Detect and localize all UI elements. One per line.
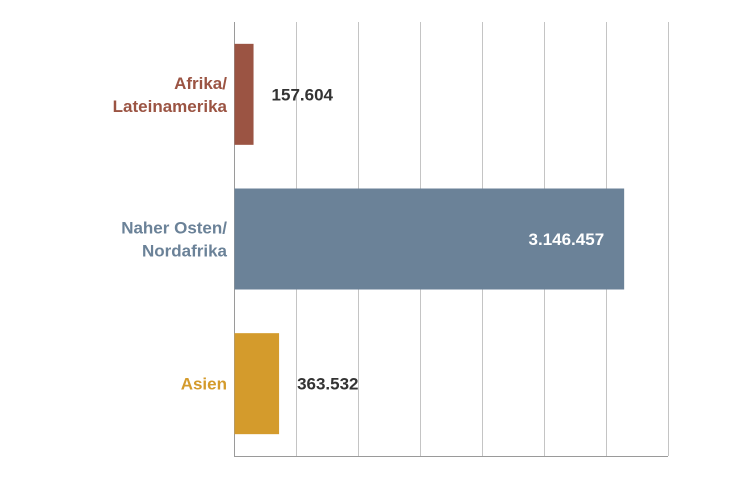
bar [234,333,280,435]
bar [234,188,625,290]
category-label: Asien [181,375,227,394]
value-label: 363.532 [297,375,358,394]
category-label: Naher Osten/Nordafrika [121,219,227,261]
category-label: Afrika/Lateinamerika [113,74,228,116]
bar [234,43,254,145]
value-label: 3.146.457 [529,230,605,249]
value-label: 157.604 [272,85,334,104]
